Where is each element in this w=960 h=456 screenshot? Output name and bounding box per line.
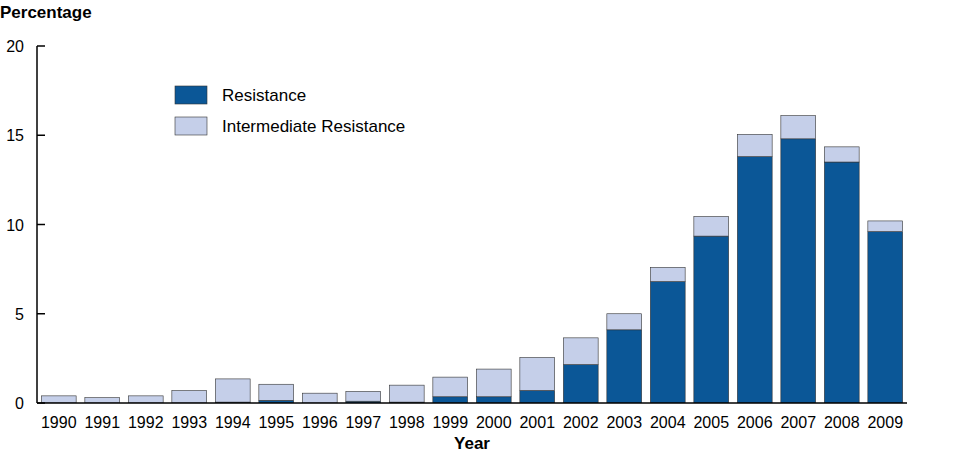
x-tick-label: 2002 [563,414,599,431]
bar [433,397,468,403]
bar [824,147,859,162]
legend: Resistance Intermediate Resistance [175,86,405,136]
x-tick-label: 2007 [780,414,816,431]
bar [868,221,903,232]
y-tick-label: 0 [15,395,24,412]
bar [85,398,120,403]
legend-swatch [175,86,207,104]
bar [215,379,250,402]
x-tick-label: 1990 [41,414,77,431]
y-tick-label: 15 [6,127,24,144]
bar [259,384,294,400]
y-tick [37,402,45,404]
bars [41,116,902,403]
x-axis [37,402,907,404]
bar [520,357,555,390]
x-tick-label: 1992 [128,414,164,431]
x-tick-label: 2000 [476,414,512,431]
x-tick-label: 1993 [171,414,207,431]
legend-label: Resistance [222,86,306,105]
bar [694,236,729,403]
bar [737,157,772,403]
y-tick [37,224,45,226]
x-tick-label: 2006 [737,414,773,431]
x-tick-label: 2009 [867,414,903,431]
bar [476,397,511,403]
x-tick-label: 2005 [693,414,729,431]
x-tick-label: 2003 [606,414,642,431]
bar [650,282,685,403]
bar [781,116,816,139]
x-tick-label: 1994 [215,414,251,431]
y-tick-label: 20 [6,38,24,55]
bar [389,385,424,402]
bar [563,338,598,365]
bar [346,391,381,401]
x-tick-label: 1996 [302,414,338,431]
y-tick-label: 5 [15,306,24,323]
bar [607,314,642,330]
bar [824,162,859,403]
bar [650,267,685,281]
x-tick-label: 2004 [650,414,686,431]
bar [694,216,729,236]
x-tick-label: 1991 [84,414,120,431]
chart: 0 5 10 15 20 1990 1991 1992 1993 1994 1995 1996 1997… [0,0,960,456]
bar [302,393,337,403]
y-axis-title: Percentage [0,3,92,22]
bar [41,396,76,403]
bar [476,369,511,397]
x-tick-label: 1997 [345,414,381,431]
bar [868,232,903,403]
legend-label: Intermediate Resistance [222,117,405,136]
bar [172,391,207,403]
y-tick [37,313,45,315]
y-tick [37,135,45,137]
x-tick-label: 1995 [258,414,294,431]
bar [433,377,468,397]
x-tick-label: 1998 [389,414,425,431]
x-tick-label: 2008 [824,414,860,431]
y-tick-label: 10 [6,217,24,234]
y-tick [37,45,45,47]
bar [563,365,598,403]
x-tick-label: 2001 [519,414,555,431]
x-tick-label: 1999 [432,414,468,431]
bar [737,134,772,156]
bar [607,330,642,403]
legend-swatch [175,117,207,135]
bar [520,391,555,403]
x-axis-title: Year [454,434,490,453]
bar [128,396,163,403]
bar [781,139,816,403]
